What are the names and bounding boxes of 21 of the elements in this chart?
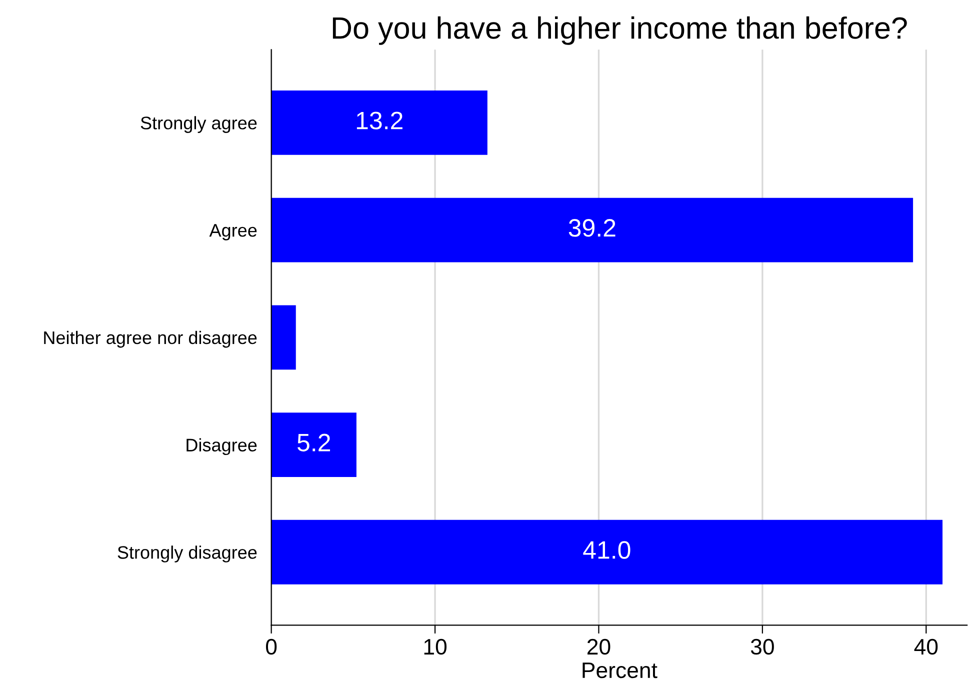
bar — [271, 520, 943, 584]
data-label: 5.2 — [298, 434, 330, 452]
bar — [271, 90, 488, 155]
x-tick-label: 40 — [914, 638, 938, 655]
y-tick-label: Disagree — [186, 438, 257, 456]
bar — [271, 198, 914, 262]
bar — [271, 305, 296, 370]
bar — [271, 412, 356, 477]
x-axis-title: Percent — [582, 662, 658, 678]
x-tick-label: 30 — [750, 638, 774, 655]
x-tick-label: 20 — [587, 638, 610, 655]
data-label: 13.2 — [356, 112, 402, 130]
y-tick-label: Neither agree nor disagree — [44, 330, 257, 348]
x-tick-label: 0 — [266, 638, 277, 655]
y-tick-label: Strongly disagree — [118, 546, 257, 562]
chart-title: Do you have a higher income than before? — [332, 16, 907, 45]
data-label: 41.0 — [583, 541, 630, 559]
y-tick-label: Strongly agree — [140, 116, 257, 133]
data-label: 39.2 — [568, 219, 616, 237]
x-tick-label: 10 — [424, 638, 447, 655]
y-tick-label: Agree — [209, 224, 257, 240]
